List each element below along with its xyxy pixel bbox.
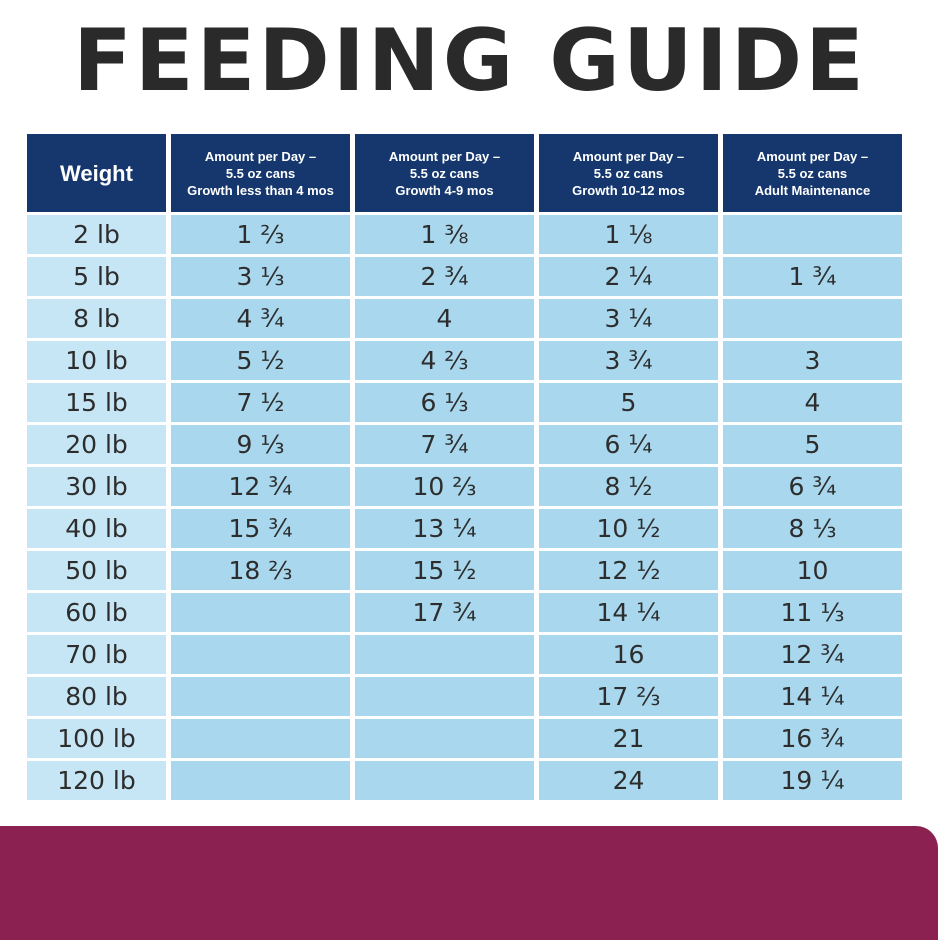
- amount-cell-adult-maintenance: 19 ¼: [723, 761, 902, 800]
- weight-cell: 30 lb: [27, 467, 166, 506]
- amount-cell-growth-under-4-mos: [171, 761, 350, 800]
- amount-cell-adult-maintenance: 3: [723, 341, 902, 380]
- amount-cell-growth-10-12-mos: 6 ¼: [539, 425, 718, 464]
- amount-cell-growth-4-9-mos: 4: [355, 299, 534, 338]
- column-header-weight: Weight: [27, 134, 166, 212]
- amount-cell-growth-10-12-mos: 24: [539, 761, 718, 800]
- amount-cell-growth-10-12-mos: 5: [539, 383, 718, 422]
- weight-cell: 8 lb: [27, 299, 166, 338]
- amount-cell-adult-maintenance: 4: [723, 383, 902, 422]
- amount-cell-growth-under-4-mos: 9 ⅓: [171, 425, 350, 464]
- weight-cell: 20 lb: [27, 425, 166, 464]
- amount-cell-growth-4-9-mos: 10 ⅔: [355, 467, 534, 506]
- amount-cell-growth-10-12-mos: 3 ¾: [539, 341, 718, 380]
- weight-cell: 15 lb: [27, 383, 166, 422]
- amount-cell-growth-under-4-mos: 12 ¾: [171, 467, 350, 506]
- amount-cell-growth-under-4-mos: [171, 593, 350, 632]
- amount-cell-growth-10-12-mos: 14 ¼: [539, 593, 718, 632]
- amount-cell-growth-4-9-mos: 2 ¾: [355, 257, 534, 296]
- weight-cell: 50 lb: [27, 551, 166, 590]
- amount-cell-growth-10-12-mos: 3 ¼: [539, 299, 718, 338]
- amount-cell-adult-maintenance: 5: [723, 425, 902, 464]
- amount-cell-adult-maintenance: [723, 215, 902, 254]
- amount-cell-growth-10-12-mos: 1 ⅛: [539, 215, 718, 254]
- amount-cell-growth-4-9-mos: 13 ¼: [355, 509, 534, 548]
- weight-cell: 2 lb: [27, 215, 166, 254]
- amount-cell-growth-under-4-mos: 5 ½: [171, 341, 350, 380]
- amount-cell-growth-10-12-mos: 17 ⅔: [539, 677, 718, 716]
- amount-cell-growth-4-9-mos: [355, 761, 534, 800]
- amount-cell-growth-4-9-mos: 17 ¾: [355, 593, 534, 632]
- amount-cell-adult-maintenance: [723, 299, 902, 338]
- amount-cell-growth-4-9-mos: 4 ⅔: [355, 341, 534, 380]
- column-header-growth-4-9-mos: Amount per Day – 5.5 oz cans Growth 4-9 …: [355, 134, 534, 212]
- amount-cell-growth-10-12-mos: 16: [539, 635, 718, 674]
- column-header-adult-maintenance: Amount per Day – 5.5 oz cans Adult Maint…: [723, 134, 902, 212]
- amount-cell-growth-under-4-mos: [171, 677, 350, 716]
- amount-cell-growth-4-9-mos: 1 ⅜: [355, 215, 534, 254]
- weight-cell: 100 lb: [27, 719, 166, 758]
- amount-cell-adult-maintenance: 12 ¾: [723, 635, 902, 674]
- page-title: FEEDING GUIDE: [73, 11, 867, 111]
- footer-banner: [0, 826, 938, 940]
- amount-cell-growth-10-12-mos: 12 ½: [539, 551, 718, 590]
- amount-cell-growth-4-9-mos: [355, 677, 534, 716]
- amount-cell-growth-under-4-mos: [171, 635, 350, 674]
- amount-cell-growth-under-4-mos: 18 ⅔: [171, 551, 350, 590]
- amount-cell-adult-maintenance: 16 ¾: [723, 719, 902, 758]
- amount-cell-growth-10-12-mos: 21: [539, 719, 718, 758]
- amount-cell-growth-4-9-mos: [355, 635, 534, 674]
- amount-cell-adult-maintenance: 11 ⅓: [723, 593, 902, 632]
- weight-cell: 120 lb: [27, 761, 166, 800]
- weight-cell: 60 lb: [27, 593, 166, 632]
- amount-cell-growth-under-4-mos: 15 ¾: [171, 509, 350, 548]
- weight-cell: 5 lb: [27, 257, 166, 296]
- amount-cell-growth-10-12-mos: 2 ¼: [539, 257, 718, 296]
- amount-cell-growth-4-9-mos: 6 ⅓: [355, 383, 534, 422]
- column-header-growth-10-12-mos: Amount per Day – 5.5 oz cans Growth 10-1…: [539, 134, 718, 212]
- amount-cell-growth-10-12-mos: 10 ½: [539, 509, 718, 548]
- amount-cell-growth-10-12-mos: 8 ½: [539, 467, 718, 506]
- column-header-growth-under-4-mos: Amount per Day – 5.5 oz cans Growth less…: [171, 134, 350, 212]
- weight-cell: 80 lb: [27, 677, 166, 716]
- weight-cell: 70 lb: [27, 635, 166, 674]
- amount-cell-growth-under-4-mos: 1 ⅔: [171, 215, 350, 254]
- weight-cell: 40 lb: [27, 509, 166, 548]
- amount-cell-adult-maintenance: 6 ¾: [723, 467, 902, 506]
- feeding-table: Weight Amount per Day – 5.5 oz cans Growt…: [27, 134, 902, 800]
- amount-cell-adult-maintenance: 1 ¾: [723, 257, 902, 296]
- amount-cell-growth-under-4-mos: 3 ⅓: [171, 257, 350, 296]
- amount-cell-adult-maintenance: 8 ⅓: [723, 509, 902, 548]
- amount-cell-adult-maintenance: 14 ¼: [723, 677, 902, 716]
- amount-cell-growth-under-4-mos: [171, 719, 350, 758]
- amount-cell-growth-4-9-mos: [355, 719, 534, 758]
- amount-cell-growth-under-4-mos: 4 ¾: [171, 299, 350, 338]
- weight-cell: 10 lb: [27, 341, 166, 380]
- amount-cell-adult-maintenance: 10: [723, 551, 902, 590]
- amount-cell-growth-4-9-mos: 7 ¾: [355, 425, 534, 464]
- amount-cell-growth-4-9-mos: 15 ½: [355, 551, 534, 590]
- amount-cell-growth-under-4-mos: 7 ½: [171, 383, 350, 422]
